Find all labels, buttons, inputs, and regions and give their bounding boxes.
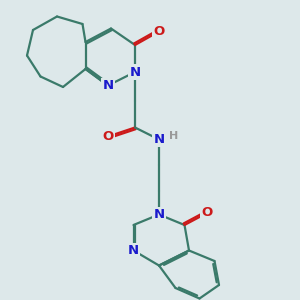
Text: H: H — [169, 131, 178, 141]
Text: O: O — [102, 130, 114, 143]
Text: O: O — [201, 206, 213, 220]
Text: N: N — [129, 65, 141, 79]
Text: N: N — [153, 208, 165, 221]
Text: N: N — [102, 79, 114, 92]
Text: N: N — [153, 133, 165, 146]
Text: O: O — [153, 25, 165, 38]
Text: N: N — [128, 244, 139, 257]
